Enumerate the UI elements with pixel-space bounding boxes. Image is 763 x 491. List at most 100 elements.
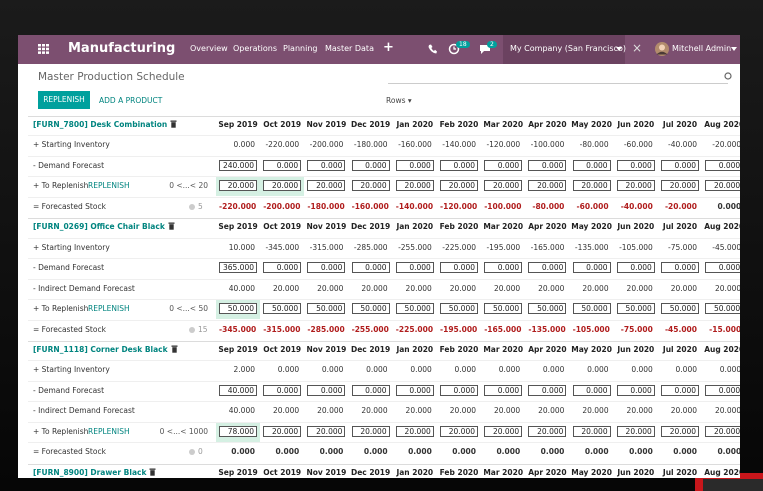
search-icon[interactable] [724, 72, 733, 81]
quantity-input[interactable]: 0.000 [616, 384, 655, 396]
quantity-input[interactable]: 50.000 [484, 303, 523, 315]
product-name[interactable]: [FURN_1118] Corner Desk Black [33, 345, 178, 354]
quantity-input[interactable]: 50.000 [440, 303, 478, 315]
safety-range[interactable]: 0 <...< 1000 [159, 426, 208, 436]
quantity-input[interactable]: 0.000 [484, 159, 523, 171]
quantity-input[interactable]: 50.000 [263, 303, 302, 315]
quantity-input[interactable]: 0.000 [705, 262, 740, 274]
quantity-input[interactable]: 50.000 [307, 303, 346, 315]
quantity-input[interactable]: 20.000 [395, 425, 434, 437]
quantity-input[interactable]: 0.000 [395, 159, 434, 171]
quantity-input[interactable]: 20.000 [351, 425, 390, 437]
replenish-link[interactable]: REPLENISH [88, 426, 130, 436]
quantity-input[interactable]: 0.000 [661, 384, 699, 396]
quantity-input[interactable]: 20.000 [484, 180, 523, 192]
user-name[interactable]: Mitchell Admin [672, 44, 732, 53]
quantity-input[interactable]: 0.000 [528, 159, 567, 171]
menu-item[interactable]: Planning [283, 44, 318, 53]
quantity-input[interactable]: 50.000 [705, 303, 740, 315]
quantity-input[interactable]: 0.000 [263, 384, 302, 396]
quantity-input[interactable]: 0.000 [351, 262, 390, 274]
quantity-input[interactable]: 20.000 [307, 180, 346, 192]
safety-range[interactable]: 0 <...< 20 [169, 181, 208, 191]
quantity-input[interactable]: 365.000 [219, 262, 257, 274]
quantity-input[interactable]: 50.000 [528, 303, 567, 315]
quantity-input[interactable]: 20.000 [705, 180, 740, 192]
quantity-input[interactable]: 0.000 [307, 159, 346, 171]
quantity-input[interactable]: 0.000 [705, 384, 740, 396]
quantity-input[interactable]: 20.000 [395, 180, 434, 192]
quantity-input[interactable]: 20.000 [572, 180, 611, 192]
quantity-input[interactable]: 50.000 [351, 303, 390, 315]
quantity-input[interactable]: 0.000 [484, 262, 523, 274]
quantity-input[interactable]: 20.000 [705, 425, 740, 437]
close-icon[interactable]: × [632, 41, 643, 55]
quantity-input[interactable]: 0.000 [351, 159, 390, 171]
phone-icon[interactable] [428, 44, 437, 54]
quantity-input[interactable]: 0.000 [616, 262, 655, 274]
quantity-input[interactable]: 0.000 [661, 262, 699, 274]
quantity-input[interactable]: 20.000 [484, 425, 523, 437]
quantity-input[interactable]: 20.000 [440, 180, 478, 192]
replenish-button[interactable]: REPLENISH [38, 91, 90, 109]
quantity-input[interactable]: 0.000 [263, 159, 302, 171]
quantity-input[interactable]: 50.000 [395, 303, 434, 315]
quantity-input[interactable]: 0.000 [440, 159, 478, 171]
quantity-input[interactable]: 0.000 [705, 159, 740, 171]
quantity-input[interactable]: 0.000 [395, 384, 434, 396]
quantity-input[interactable]: 0.000 [307, 262, 346, 274]
rows-label[interactable]: Rows [386, 96, 406, 105]
quantity-input[interactable]: 20.000 [263, 180, 302, 192]
quantity-input[interactable]: 20.000 [528, 180, 567, 192]
quantity-input[interactable]: 50.000 [661, 303, 699, 315]
replenish-link[interactable]: REPLENISH [88, 304, 130, 314]
quantity-input[interactable]: 0.000 [572, 159, 611, 171]
quantity-input[interactable]: 240.000 [219, 159, 257, 171]
menu-item[interactable]: Master Data [325, 44, 374, 53]
quantity-input[interactable]: 0.000 [440, 384, 478, 396]
product-name[interactable]: [FURN_7800] Desk Combination [33, 120, 177, 129]
rows-dropdown[interactable]: Rows ▾ [386, 96, 412, 105]
company-name[interactable]: My Company (San Francisco) [510, 44, 626, 53]
avatar[interactable] [655, 42, 669, 56]
quantity-input[interactable]: 0.000 [440, 262, 478, 274]
quantity-input[interactable]: 0.000 [572, 384, 611, 396]
quantity-input[interactable]: 0.000 [616, 159, 655, 171]
trash-icon[interactable] [170, 120, 177, 128]
app-name[interactable]: Manufacturing [68, 41, 176, 56]
menu-item[interactable]: Operations [233, 44, 277, 53]
quantity-input[interactable]: 50.000 [616, 303, 655, 315]
quantity-input[interactable]: 20.000 [616, 425, 655, 437]
quantity-input[interactable]: 78.000 [219, 425, 257, 437]
quantity-input[interactable]: 20.000 [572, 425, 611, 437]
quantity-input[interactable]: 50.000 [572, 303, 611, 315]
quantity-input[interactable]: 20.000 [661, 425, 699, 437]
activity-icon[interactable] [448, 43, 460, 55]
product-name[interactable]: [FURN_8900] Drawer Black [33, 468, 156, 477]
quantity-input[interactable]: 0.000 [661, 159, 699, 171]
quantity-input[interactable]: 20.000 [616, 180, 655, 192]
trash-icon[interactable] [168, 222, 175, 230]
company-switcher[interactable]: My Company (San Francisco) [503, 35, 626, 64]
quantity-input[interactable]: 50.000 [219, 303, 257, 315]
trash-icon[interactable] [149, 468, 156, 476]
replenish-link[interactable]: REPLENISH [88, 181, 130, 191]
quantity-input[interactable]: 0.000 [528, 384, 567, 396]
quantity-input[interactable]: 20.000 [528, 425, 567, 437]
add-icon[interactable]: + [383, 40, 394, 55]
menu-item[interactable]: Overview [190, 44, 228, 53]
trash-icon[interactable] [171, 345, 178, 353]
quantity-input[interactable]: 0.000 [351, 384, 390, 396]
quantity-input[interactable]: 0.000 [263, 262, 302, 274]
product-name[interactable]: [FURN_0269] Office Chair Black [33, 222, 175, 231]
quantity-input[interactable]: 0.000 [484, 384, 523, 396]
quantity-input[interactable]: 0.000 [307, 384, 346, 396]
search-box[interactable] [388, 83, 728, 84]
quantity-input[interactable]: 20.000 [307, 425, 346, 437]
quantity-input[interactable]: 0.000 [395, 262, 434, 274]
quantity-input[interactable]: 20.000 [263, 425, 302, 437]
quantity-input[interactable]: 20.000 [219, 180, 257, 192]
add-product-button[interactable]: ADD A PRODUCT [99, 96, 163, 105]
safety-range[interactable]: 0 <...< 50 [169, 304, 208, 314]
quantity-input[interactable]: 20.000 [351, 180, 390, 192]
